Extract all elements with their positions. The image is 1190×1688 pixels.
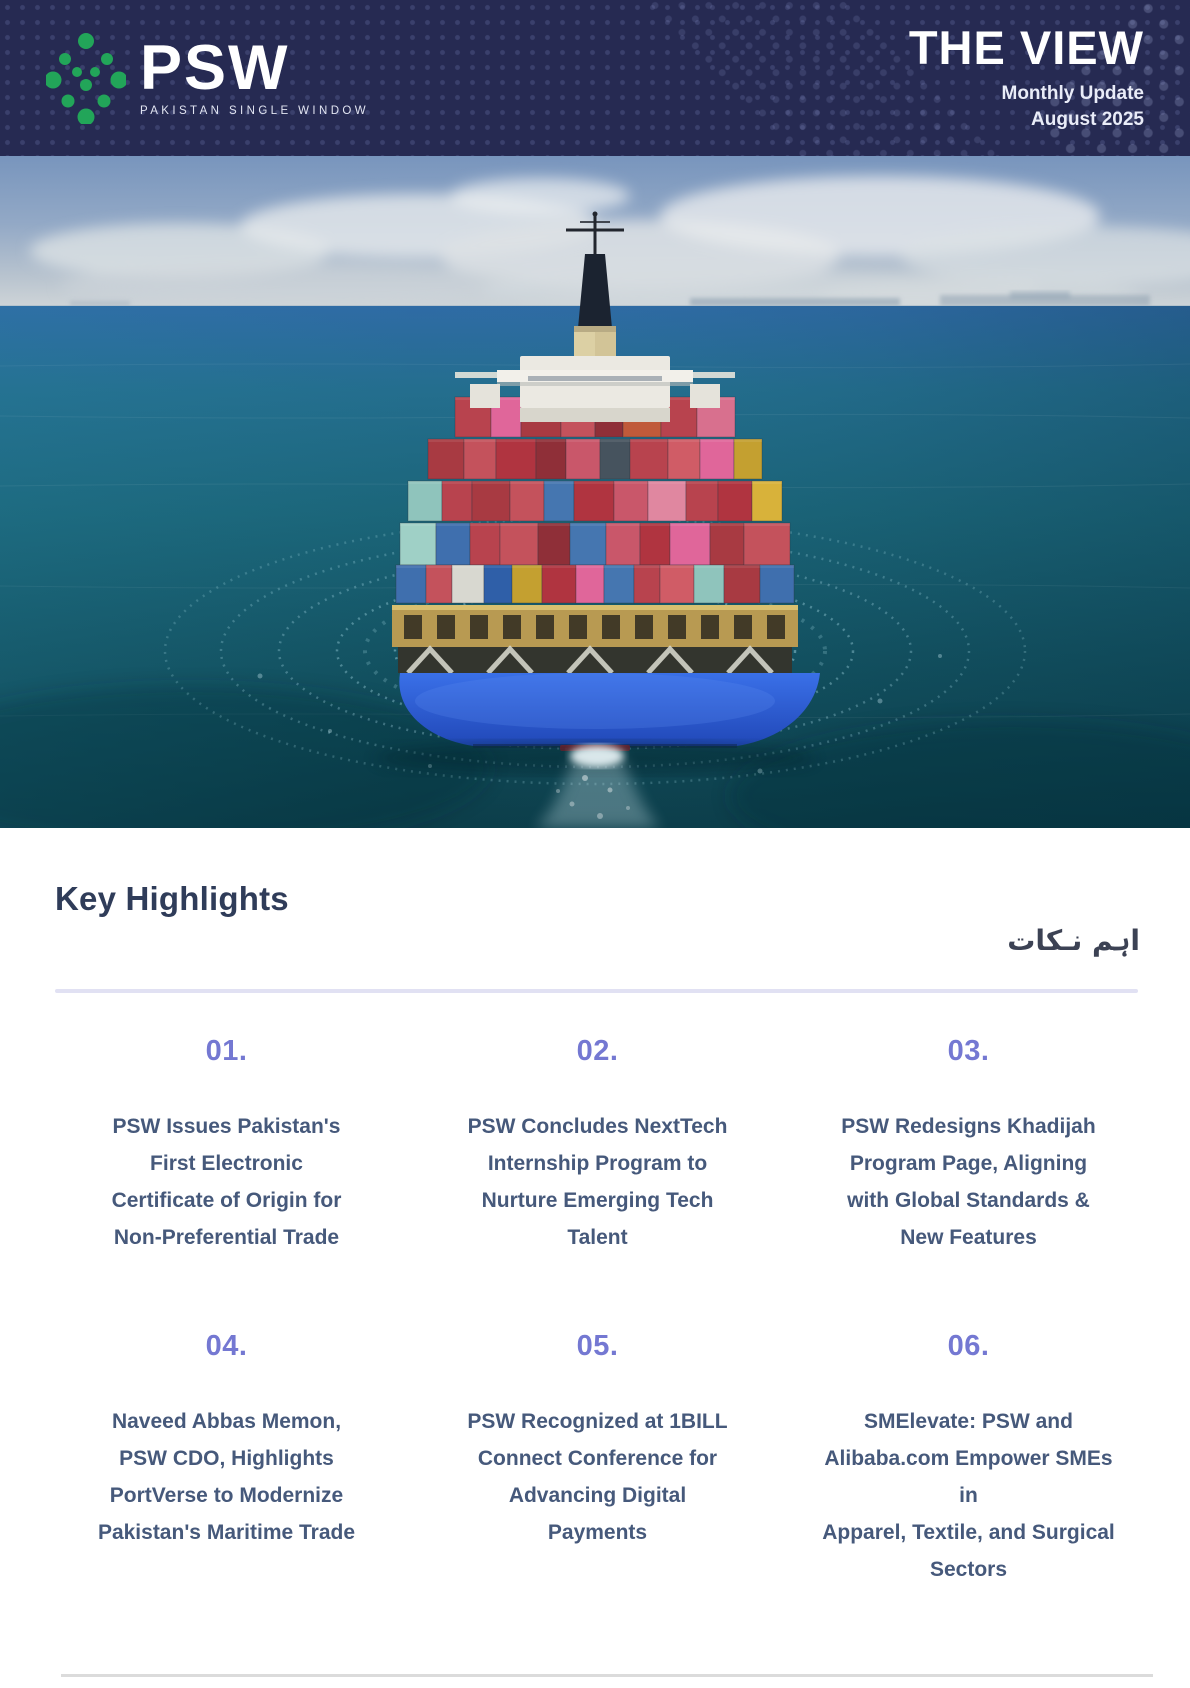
newsletter-title: THE VIEW xyxy=(908,20,1144,74)
highlight-item-2: 02. PSW Concludes NextTech Internship Pr… xyxy=(426,1035,769,1256)
highlight-title: PSW Redesigns Khadijah Program Page, Ali… xyxy=(841,1115,1096,1249)
psw-logo-mark-icon xyxy=(46,33,126,124)
key-highlights-section: Key Highlights اہم نـکات 01. PSW Issues … xyxy=(0,828,1190,1588)
highlight-number: 03. xyxy=(947,1035,990,1067)
highlights-grid: 01. PSW Issues Pakistan's First Electron… xyxy=(55,1035,1140,1588)
highlight-number: 05. xyxy=(576,1330,619,1362)
newsletter-subtitle-line1: Monthly Update xyxy=(1001,83,1145,105)
container-ship-illustration xyxy=(0,156,1190,828)
highlight-number: 01. xyxy=(205,1035,248,1067)
highlight-item-3: 03. PSW Redesigns Khadijah Program Page,… xyxy=(797,1035,1140,1256)
highlight-item-6: 06. SMElevate: PSW and Alibaba.com Empow… xyxy=(797,1330,1140,1588)
highlight-title: PSW Concludes NextTech Internship Progra… xyxy=(467,1115,728,1249)
highlight-number: 04. xyxy=(205,1330,248,1362)
highlight-title: PSW Issues Pakistan's First Electronic C… xyxy=(111,1115,342,1249)
highlight-title: Naveed Abbas Memon, PSW CDO, Highlights … xyxy=(97,1410,356,1544)
brand-name: PSW xyxy=(140,32,290,103)
section-divider xyxy=(55,989,1138,993)
brand-tagline: PAKISTAN SINGLE WINDOW xyxy=(140,105,369,118)
highlight-item-5: 05. PSW Recognized at 1BILL Connect Conf… xyxy=(426,1330,769,1588)
hero-image-container-ship xyxy=(0,156,1190,828)
highlight-number: 02. xyxy=(576,1035,619,1067)
highlight-title: PSW Recognized at 1BILL Connect Conferen… xyxy=(467,1410,728,1544)
highlight-number: 06. xyxy=(947,1330,990,1362)
highlight-item-1: 01. PSW Issues Pakistan's First Electron… xyxy=(55,1035,398,1256)
masthead: PSW PAKISTAN SINGLE WINDOW THE VIEW Mont… xyxy=(0,0,1190,156)
psw-logo: PSW PAKISTAN SINGLE WINDOW xyxy=(46,32,369,124)
highlight-item-4: 04. Naveed Abbas Memon, PSW CDO, Highlig… xyxy=(55,1330,398,1588)
footer-divider xyxy=(61,1674,1153,1677)
highlight-title: SMElevate: PSW and Alibaba.com Empower S… xyxy=(822,1410,1115,1581)
section-title: Key Highlights xyxy=(55,880,289,917)
newsletter-subtitle-line2: August 2025 xyxy=(1031,109,1144,131)
section-title-urdu: اہم نـکات xyxy=(1007,924,1140,957)
